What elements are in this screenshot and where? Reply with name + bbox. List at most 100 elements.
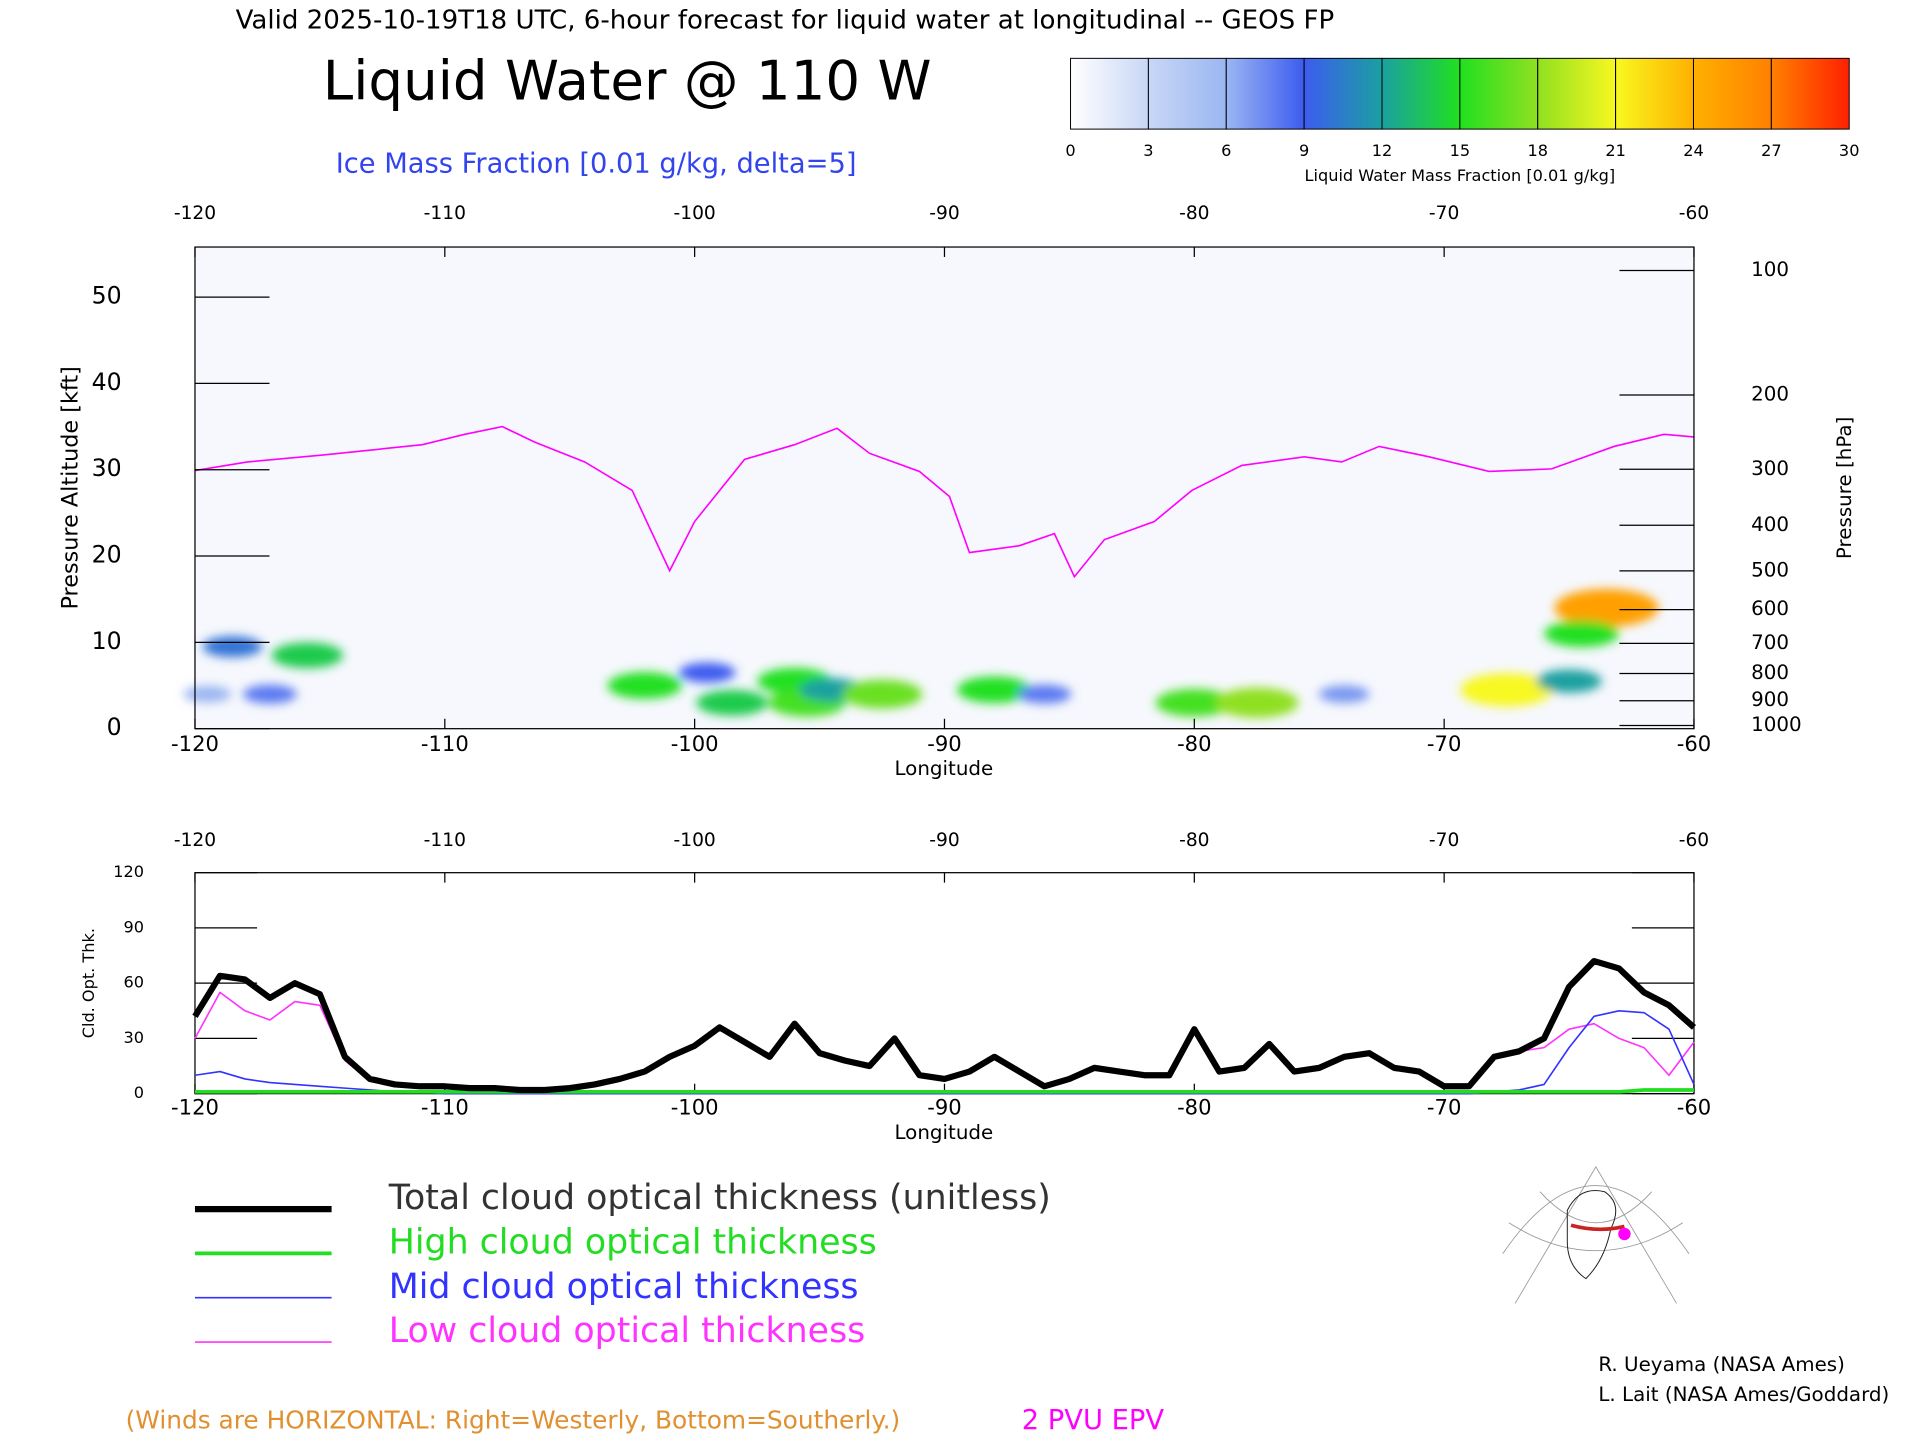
liquid-water-cell [271, 642, 344, 669]
wind-note: (Winds are HORIZONTAL: Right=Westerly, B… [126, 1405, 901, 1434]
colorbar-segment [1070, 57, 1149, 130]
y2-tick-label: 500 [1751, 558, 1789, 581]
x-tick-label: -100 [674, 830, 716, 851]
y2-tick-label: 900 [1751, 688, 1789, 711]
plot-frame [194, 872, 1695, 1095]
legend-label: Mid cloud optical thickness [389, 1267, 859, 1307]
liquid-water-cell [1460, 673, 1553, 707]
epv-line [194, 425, 1695, 579]
y-tick-label: 10 [92, 627, 122, 655]
x-tick-label: -80 [1179, 830, 1209, 851]
x-tick-label: -110 [421, 1095, 469, 1120]
x-tick-label: -60 [1677, 1095, 1711, 1120]
liquid-water-cell [841, 679, 923, 709]
y-tick-label: 120 [113, 862, 144, 881]
plot-background [194, 247, 1694, 729]
colorbar-tick-label: 18 [1527, 141, 1548, 160]
liquid-water-cell [957, 676, 1032, 704]
y-tick-label: 60 [124, 973, 145, 992]
y-tick-label: 30 [124, 1028, 145, 1047]
y2-tick-label: 200 [1751, 382, 1789, 405]
liquid-water-cell [1554, 588, 1659, 627]
x-tick-label: -90 [927, 731, 961, 756]
x-tick-label: -90 [929, 203, 959, 224]
x-tick-label: -90 [929, 830, 959, 851]
colorbar-segment [1615, 57, 1694, 130]
x-tick-label: -100 [674, 203, 716, 224]
y-tick-label: 20 [92, 541, 122, 569]
liquid-water-field [183, 588, 1659, 718]
locator-map [1496, 1164, 1694, 1314]
x-tick-label: -60 [1679, 830, 1709, 851]
line [192, 957, 1697, 1094]
colorbar-tick-label: 30 [1839, 141, 1860, 160]
y2-tick-label: 800 [1751, 661, 1789, 684]
y-tick-label: 0 [134, 1083, 144, 1102]
x-tick-label: -60 [1677, 731, 1711, 756]
liquid-water-cell [607, 672, 682, 699]
header: Valid 2025-10-19T18 UTC, 6-hour forecast… [236, 6, 1335, 36]
x-tick-label: -110 [421, 731, 469, 756]
liquid-water-cell [696, 690, 768, 716]
x-tick-label: -100 [671, 731, 719, 756]
x-tick-label: -120 [171, 731, 219, 756]
colorbar-segment [1303, 57, 1383, 130]
x-tick-label: -120 [174, 830, 216, 851]
colorbar-tick-label: 21 [1605, 141, 1626, 160]
x-tick-label: -70 [1427, 1095, 1461, 1120]
line [194, 1088, 1694, 1094]
x-tick-label: -70 [1429, 830, 1459, 851]
colorbar-tick-label: 12 [1372, 141, 1393, 160]
liquid-water-cell [678, 662, 736, 683]
x-tick-label: -110 [424, 203, 466, 224]
liquid-water-cell [1544, 620, 1619, 648]
x-tick-label: -110 [424, 830, 466, 851]
legend-label: High cloud optical thickness [389, 1222, 877, 1262]
legend-label: Total cloud optical thickness (unitless) [388, 1178, 1051, 1218]
y2-axis-label: Pressure [hPa] [1833, 417, 1856, 559]
colorbar-tick-label: 9 [1299, 141, 1309, 160]
x-tick-label: -60 [1679, 203, 1709, 224]
y-tick-label: 30 [92, 454, 122, 482]
liquid-water-cell [183, 685, 232, 703]
colorbar-tick-label: 27 [1761, 141, 1782, 160]
liquid-water-cell [202, 636, 263, 658]
liquid-water-cell [243, 684, 297, 704]
colorbar-tick-label: 6 [1221, 141, 1231, 160]
x-tick-label: -100 [671, 1095, 719, 1120]
colorbar-segment [1537, 57, 1617, 130]
liquid-water-cell [1318, 685, 1370, 704]
y2-tick-label: 300 [1751, 457, 1789, 480]
x-tick-label: -70 [1427, 731, 1461, 756]
chart-title: Liquid Water @ 110 W [323, 49, 932, 113]
colorbar-segment [1381, 57, 1461, 130]
credit: L. Lait (NASA Ames/Goddard) [1598, 1383, 1889, 1406]
x-tick-label: -90 [927, 1095, 961, 1120]
x-axis-label: Longitude [894, 1121, 993, 1144]
colorbar-tick-label: 24 [1683, 141, 1704, 160]
x-tick-label: -80 [1179, 203, 1209, 224]
liquid-water-cell [1536, 669, 1602, 693]
y-tick-label: 90 [124, 917, 145, 936]
y2-tick-label: 700 [1751, 631, 1789, 654]
x-tick-label: -80 [1177, 1095, 1211, 1120]
colorbar-segment [1225, 57, 1305, 130]
x-tick-label: -120 [174, 203, 216, 224]
colorbar-label: Liquid Water Mass Fraction [0.01 g/kg] [1305, 166, 1616, 185]
colorbar-tick-label: 15 [1450, 141, 1471, 160]
liquid-water-cell [1215, 687, 1299, 718]
x-tick-label: -120 [171, 1095, 219, 1120]
x-axis-label: Longitude [894, 757, 993, 780]
liquid-water-cell [1155, 688, 1234, 717]
credit: R. Ueyama (NASA Ames) [1598, 1353, 1845, 1376]
subtitle: Ice Mass Fraction [0.01 g/kg, delta=5] [336, 149, 857, 180]
y-tick-label: 40 [92, 368, 122, 396]
colorbar-tick-label: 0 [1065, 141, 1075, 160]
y-axis-label: Pressure Altitude [kft] [57, 366, 83, 609]
y2-tick-label: 1000 [1751, 713, 1802, 736]
y-tick-label: 0 [107, 713, 122, 741]
y2-tick-label: 100 [1751, 258, 1789, 281]
legend-label: 2 PVU EPV [1022, 1405, 1165, 1436]
x-tick-label: -80 [1177, 731, 1211, 756]
